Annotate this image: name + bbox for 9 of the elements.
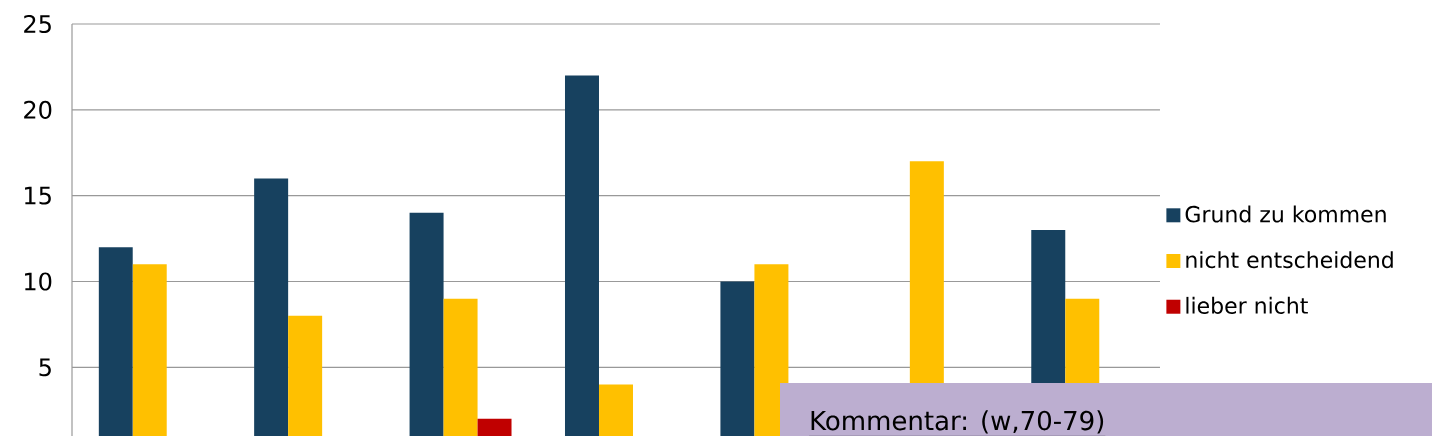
legend-label: lieber nicht bbox=[1186, 296, 1308, 314]
y-tick-label: 10 bbox=[25, 272, 52, 291]
y-tick-label: 20 bbox=[24, 100, 52, 119]
annotation: Kommentar: (w,70-79) bbox=[811, 410, 1104, 434]
y-tick-label: 5 bbox=[39, 358, 51, 377]
y-tick-label: 15 bbox=[25, 186, 51, 205]
y-tick-label: 25 bbox=[24, 14, 51, 34]
legend-label: Grund zu kommen bbox=[1185, 205, 1386, 223]
legend-label: nicht entscheidend bbox=[1186, 251, 1393, 269]
